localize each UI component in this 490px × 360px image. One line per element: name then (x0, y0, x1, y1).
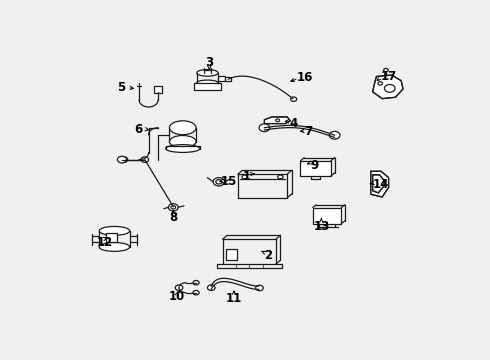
Polygon shape (372, 75, 403, 99)
Circle shape (118, 156, 126, 163)
Polygon shape (372, 175, 384, 193)
Circle shape (242, 175, 247, 179)
Circle shape (141, 157, 148, 162)
Circle shape (171, 206, 175, 209)
Ellipse shape (99, 226, 129, 235)
Ellipse shape (170, 121, 196, 135)
Bar (106, 233, 117, 242)
Polygon shape (371, 171, 389, 197)
Text: 15: 15 (220, 175, 237, 188)
Bar (194, 83, 221, 90)
Circle shape (170, 204, 177, 210)
Circle shape (213, 177, 224, 186)
Polygon shape (265, 117, 290, 123)
Circle shape (276, 119, 280, 122)
Circle shape (278, 175, 283, 179)
Circle shape (256, 285, 263, 291)
Text: 17: 17 (380, 70, 396, 83)
Circle shape (378, 82, 383, 85)
Ellipse shape (197, 69, 218, 76)
Circle shape (193, 291, 199, 295)
Text: 9: 9 (310, 159, 318, 172)
Bar (313, 208, 342, 224)
Text: 4: 4 (289, 117, 297, 130)
Bar (226, 249, 237, 260)
Text: 1: 1 (243, 170, 251, 183)
Bar (300, 161, 331, 176)
Ellipse shape (170, 135, 196, 148)
Text: 14: 14 (372, 178, 389, 191)
Text: 13: 13 (313, 220, 329, 233)
Circle shape (120, 157, 128, 162)
Circle shape (193, 280, 199, 285)
Circle shape (291, 97, 297, 102)
Circle shape (169, 204, 178, 211)
Text: 3: 3 (205, 56, 214, 69)
Text: 8: 8 (169, 211, 177, 224)
Text: 12: 12 (97, 236, 113, 249)
Text: 10: 10 (169, 290, 185, 303)
Circle shape (385, 85, 395, 92)
Circle shape (207, 285, 215, 291)
Ellipse shape (99, 243, 129, 251)
Bar (218, 76, 225, 81)
Bar (224, 77, 231, 81)
Ellipse shape (166, 145, 200, 152)
Ellipse shape (197, 80, 218, 86)
Circle shape (384, 68, 388, 72)
Circle shape (216, 180, 222, 184)
Circle shape (329, 131, 340, 139)
Text: 16: 16 (297, 71, 313, 84)
Text: 7: 7 (304, 125, 313, 138)
Bar (154, 86, 162, 93)
Circle shape (259, 124, 270, 132)
Circle shape (175, 285, 183, 291)
Text: 5: 5 (118, 81, 126, 94)
Text: 6: 6 (135, 123, 143, 136)
Text: 2: 2 (265, 249, 272, 262)
Text: 11: 11 (226, 292, 242, 305)
